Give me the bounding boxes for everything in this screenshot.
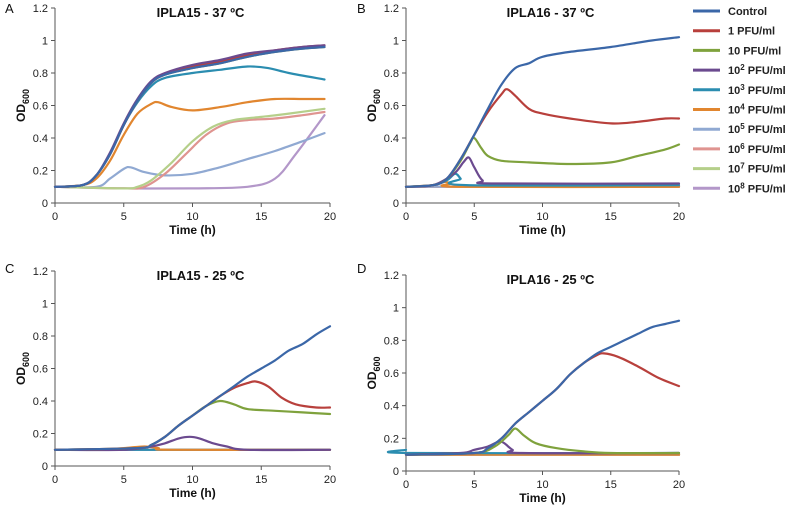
x-tick-label: 15 [605, 479, 617, 491]
series-line-1 [404, 88, 681, 188]
series-line-Control [53, 325, 332, 451]
y-tick-label: 0.8 [33, 68, 48, 80]
series-line-10-4 [53, 97, 326, 188]
x-tick-label: 15 [605, 211, 617, 223]
series-line-10-6 [53, 110, 326, 190]
y-tick-label: 1.2 [384, 3, 399, 15]
y-tick-label: 0 [42, 198, 48, 210]
series-line-10-7 [53, 107, 326, 190]
x-tick-label: 20 [673, 479, 685, 491]
legend: Control 1 PFU/ml 10 PFU/ml 102 PFU/ml 103 PF… [693, 6, 786, 195]
y-tick-label: 0.2 [384, 166, 399, 178]
y-tick-label: 0.6 [384, 101, 399, 113]
chart-title: IPLA16 - 37 ºC [507, 5, 595, 20]
panel-label: D [357, 261, 366, 276]
legend-label: 104 PFU/ml [728, 103, 786, 117]
y-tick-label: 0.6 [384, 368, 399, 380]
y-tick-label: 1 [393, 303, 399, 315]
panel-B: B 0 0.2 0.4 0.6 0.8 1 1.2 0 5 10 15 20 IPLA16 - 37 ºC… [357, 1, 685, 237]
series-line-10-2 [53, 44, 326, 188]
x-tick-label: 5 [121, 474, 127, 486]
x-tick-label: 10 [186, 474, 198, 486]
y-tick-label: 0 [393, 198, 399, 210]
y-axis-label: OD600 [365, 89, 382, 122]
x-axis-label: Time (h) [519, 491, 565, 505]
legend-label: 107 PFU/ml [728, 162, 786, 176]
y-tick-label: 0.8 [384, 68, 399, 80]
y-axis-label: OD600 [365, 356, 382, 389]
y-tick-label: 0.4 [33, 396, 48, 408]
x-tick-label: 10 [536, 479, 548, 491]
panel-A: A 0 0.2 0.4 0.6 0.8 1 1.2 0 5 10 15 20 IPLA15 - 37 ºC… [5, 1, 336, 237]
y-tick-label: 0.4 [384, 401, 399, 413]
panel-label: A [5, 1, 14, 16]
panel-label: C [5, 261, 14, 276]
panel-C: C 0 0.2 0.4 0.6 0.8 1 1.2 0 5 10 15 20 IPLA15 - 25 ºC… [5, 261, 336, 500]
legend-label: 102 PFU/ml [728, 63, 786, 77]
legend-label: 103 PFU/ml [728, 83, 786, 97]
y-tick-label: 0.8 [33, 331, 48, 343]
y-tick-label: 1 [393, 36, 399, 48]
y-tick-label: 0.2 [33, 429, 48, 441]
x-tick-label: 15 [255, 211, 267, 223]
y-tick-label: 0.4 [33, 133, 48, 145]
x-tick-label: 5 [121, 211, 127, 223]
legend-label: 10 PFU/ml [728, 45, 781, 57]
y-tick-label: 0.2 [33, 166, 48, 178]
chart-title: IPLA16 - 25 ºC [507, 272, 595, 287]
y-tick-label: 0.8 [384, 335, 399, 347]
y-tick-label: 1.2 [384, 270, 399, 282]
y-tick-label: 1.2 [33, 266, 48, 278]
x-axis-label: Time (h) [169, 223, 215, 237]
x-tick-label: 0 [403, 211, 409, 223]
y-tick-label: 1 [42, 36, 48, 48]
y-tick-label: 0.6 [33, 364, 48, 376]
series-line-Control [404, 319, 681, 456]
x-tick-label: 0 [403, 479, 409, 491]
x-tick-label: 0 [52, 474, 58, 486]
y-axis-label: OD600 [14, 352, 31, 385]
y-tick-label: 1.2 [33, 3, 48, 15]
series-line-Control [404, 36, 681, 188]
chart-title: IPLA15 - 37 ºC [157, 5, 245, 20]
y-axis-label: OD600 [14, 89, 31, 122]
legend-label: Control [728, 6, 767, 18]
panel-label: B [357, 1, 366, 16]
y-tick-label: 0 [393, 466, 399, 478]
x-tick-label: 5 [471, 479, 477, 491]
panel-D: D 0 0.2 0.4 0.6 0.8 1 1.2 0 5 10 15 20 IPLA16 - 25 ºC… [357, 261, 685, 505]
legend-label: 105 PFU/ml [728, 122, 786, 136]
series-line-10 [53, 399, 332, 451]
y-tick-label: 0.2 [384, 433, 399, 445]
x-axis-label: Time (h) [519, 223, 565, 237]
x-tick-label: 20 [324, 211, 336, 223]
x-tick-label: 20 [673, 211, 685, 223]
y-tick-label: 0.6 [33, 101, 48, 113]
y-tick-label: 1 [42, 299, 48, 311]
legend-label: 1 PFU/ml [728, 26, 775, 38]
series-line-Control [53, 45, 326, 188]
y-tick-label: 0.4 [384, 133, 399, 145]
x-tick-label: 5 [471, 211, 477, 223]
x-tick-label: 0 [52, 211, 58, 223]
y-tick-label: 0 [42, 461, 48, 473]
series-line-10-5 [53, 132, 326, 189]
chart-title: IPLA15 - 25 ºC [157, 268, 245, 283]
x-tick-label: 20 [324, 474, 336, 486]
series-line-1 [404, 352, 681, 456]
x-tick-label: 15 [255, 474, 267, 486]
x-tick-label: 10 [536, 211, 548, 223]
x-axis-label: Time (h) [169, 486, 215, 500]
legend-label: 106 PFU/ml [728, 142, 786, 156]
x-tick-label: 10 [186, 211, 198, 223]
series-line-10 [404, 427, 681, 456]
legend-label: 108 PFU/ml [728, 181, 786, 195]
